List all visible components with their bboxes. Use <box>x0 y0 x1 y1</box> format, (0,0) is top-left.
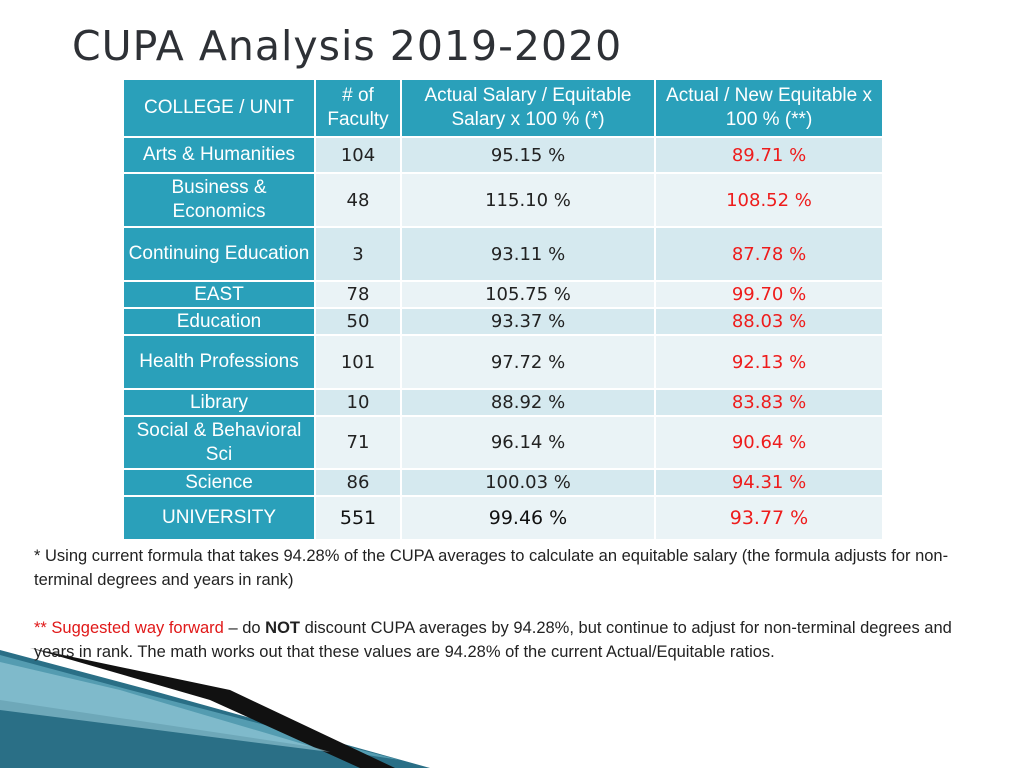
header-row: COLLEGE / UNIT # of Faculty Actual Salar… <box>122 78 884 138</box>
header-faculty: # of Faculty <box>314 78 402 138</box>
table-row: Health Professions 101 97.72 % 92.13 % <box>122 334 884 390</box>
footnote-suggested-way: ** Suggested way forward – do NOT discou… <box>34 616 994 664</box>
suggested-label: ** Suggested way forward <box>34 619 224 637</box>
ratio-cell: 105.75 % <box>400 280 656 309</box>
new-ratio-cell: 87.78 % <box>654 226 884 282</box>
unit-cell: UNIVERSITY <box>122 495 316 541</box>
new-ratio-cell: 89.71 % <box>654 136 884 174</box>
unit-cell: Health Professions <box>122 334 316 390</box>
table-row: EAST 78 105.75 % 99.70 % <box>122 280 884 309</box>
new-ratio-cell: 92.13 % <box>654 334 884 390</box>
faculty-cell: 71 <box>314 415 402 470</box>
unit-cell: Library <box>122 388 316 417</box>
suggested-dash: – do <box>223 619 266 637</box>
faculty-cell: 48 <box>314 172 402 228</box>
cupa-table: COLLEGE / UNIT # of Faculty Actual Salar… <box>122 78 884 541</box>
header-new-ratio: Actual / New Equitable x 100 % (**) <box>654 78 884 138</box>
unit-cell: Social & Behavioral Sci <box>122 415 316 470</box>
ratio-cell: 99.46 % <box>400 495 656 541</box>
faculty-cell: 78 <box>314 280 402 309</box>
header-college-unit: COLLEGE / UNIT <box>122 78 316 138</box>
ratio-cell: 93.11 % <box>400 226 656 282</box>
new-ratio-cell: 94.31 % <box>654 468 884 497</box>
header-ratio: Actual Salary / Equitable Salary x 100 %… <box>400 78 656 138</box>
suggested-rest: discount CUPA averages by 94.28%, but co… <box>34 619 952 661</box>
ratio-cell: 88.92 % <box>400 388 656 417</box>
ratio-cell: 100.03 % <box>400 468 656 497</box>
faculty-cell: 3 <box>314 226 402 282</box>
table-row: Science 86 100.03 % 94.31 % <box>122 468 884 497</box>
ratio-cell: 96.14 % <box>400 415 656 470</box>
table-row: Business & Economics 48 115.10 % 108.52 … <box>122 172 884 228</box>
ratio-cell: 97.72 % <box>400 334 656 390</box>
new-ratio-cell: 83.83 % <box>654 388 884 417</box>
unit-cell: Business & Economics <box>122 172 316 228</box>
footnotes: * Using current formula that takes 94.28… <box>34 544 994 664</box>
ratio-cell: 93.37 % <box>400 307 656 336</box>
table-row: Social & Behavioral Sci 71 96.14 % 90.64… <box>122 415 884 470</box>
table-row: Continuing Education 3 93.11 % 87.78 % <box>122 226 884 282</box>
unit-cell: Continuing Education <box>122 226 316 282</box>
faculty-cell: 86 <box>314 468 402 497</box>
table-row: Arts & Humanities 104 95.15 % 89.71 % <box>122 136 884 174</box>
unit-cell: EAST <box>122 280 316 309</box>
page-title: CUPA Analysis 2019-2020 <box>72 22 623 70</box>
ratio-cell: 115.10 % <box>400 172 656 228</box>
unit-cell: Science <box>122 468 316 497</box>
unit-cell: Arts & Humanities <box>122 136 316 174</box>
new-ratio-cell: 108.52 % <box>654 172 884 228</box>
unit-cell: Education <box>122 307 316 336</box>
faculty-cell: 101 <box>314 334 402 390</box>
table-row: Education 50 93.37 % 88.03 % <box>122 307 884 336</box>
table-row: Library 10 88.92 % 83.83 % <box>122 388 884 417</box>
new-ratio-cell: 90.64 % <box>654 415 884 470</box>
new-ratio-cell: 99.70 % <box>654 280 884 309</box>
faculty-cell: 10 <box>314 388 402 417</box>
suggested-not: NOT <box>265 619 300 637</box>
ratio-cell: 95.15 % <box>400 136 656 174</box>
footnote-current-formula: * Using current formula that takes 94.28… <box>34 547 949 589</box>
new-ratio-cell: 88.03 % <box>654 307 884 336</box>
new-ratio-cell: 93.77 % <box>654 495 884 541</box>
faculty-cell: 104 <box>314 136 402 174</box>
faculty-cell: 551 <box>314 495 402 541</box>
total-row: UNIVERSITY 551 99.46 % 93.77 % <box>122 495 884 541</box>
faculty-cell: 50 <box>314 307 402 336</box>
